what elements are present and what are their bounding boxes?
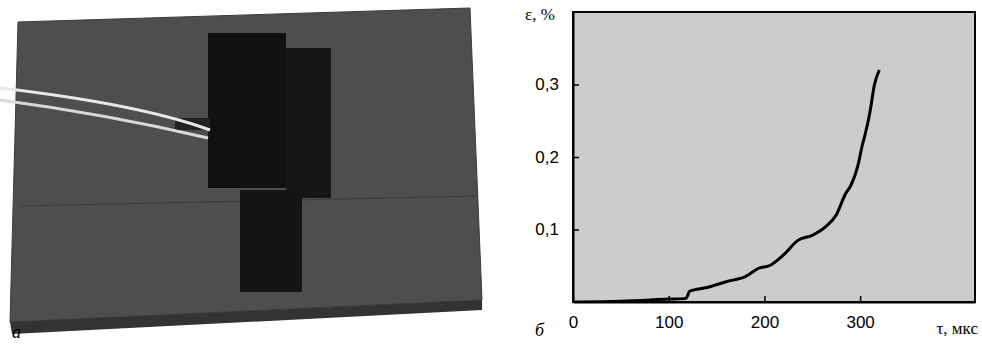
photo: а: [0, 0, 490, 345]
gauge-1: [208, 33, 286, 188]
figure: а 0 100 200 300 0,1 0,2 0,3 ε, % τ, мкс б: [0, 0, 982, 345]
gauge-2: [286, 48, 331, 198]
y-tick-label: 0,3: [535, 75, 559, 94]
x-tick-label: 200: [751, 313, 779, 332]
y-axis: 0,1 0,2 0,3: [535, 13, 579, 303]
wire-2: [0, 100, 208, 138]
y-tick-mark: [573, 157, 579, 159]
y-tick: 0,1: [535, 220, 579, 239]
x-axis-title: τ, мкс: [937, 319, 979, 338]
plot-area: [573, 12, 975, 302]
y-tick-mark: [573, 84, 579, 86]
wire-1: [0, 88, 210, 130]
plot-marks: [573, 70, 879, 302]
x-tick-mark: [764, 296, 766, 302]
photo-background: [0, 0, 490, 345]
x-tick: 100: [655, 296, 683, 332]
x-tick-mark: [860, 296, 862, 302]
y-tick-mark: [573, 229, 579, 231]
y-tick-label: 0,1: [535, 220, 559, 239]
gauge-3: [240, 190, 302, 292]
specimen-plate: [10, 8, 482, 322]
data-line: [573, 70, 879, 302]
x-tick: 300: [846, 296, 874, 332]
y-axis-title: ε, %: [525, 5, 555, 24]
specimen-edge: [10, 300, 482, 334]
x-tick: 200: [751, 296, 779, 332]
x-tick-label: 100: [655, 313, 683, 332]
y-tick: 0,2: [535, 148, 579, 167]
y-tick-label: 0,2: [535, 148, 559, 167]
panel-label: а: [12, 322, 21, 342]
x-tick-label: 0: [569, 313, 578, 332]
y-tick: 0,3: [535, 75, 579, 94]
panel-label: б: [535, 320, 545, 340]
x-tick-label: 300: [846, 313, 874, 332]
